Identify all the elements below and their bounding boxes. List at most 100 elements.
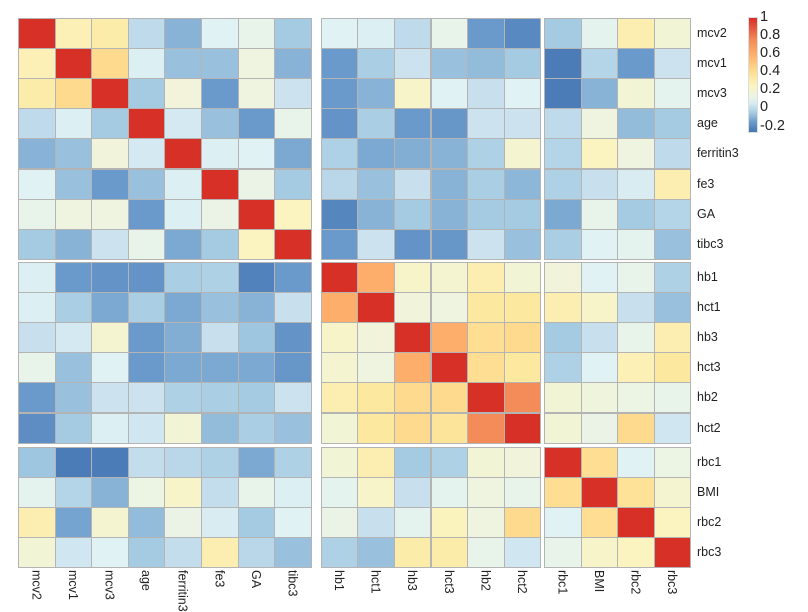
heatmap-cell-mcv2-mcv3 [91,18,129,50]
heatmap-cell-rbc1-hb3 [393,447,432,479]
heatmap-cell-hb1-rbc2 [617,262,655,294]
heatmap-cell-hb3-rbc1 [544,322,582,354]
heatmap-cell-hb3-rbc2 [617,322,655,354]
heatmap-cell-hct1-hb3 [393,292,432,324]
heatmap-cell-rbc1-GA [237,447,276,479]
heatmap-cell-tibc3-hb2 [467,228,505,260]
heatmap-cell-hct1-hct1 [357,292,395,324]
heatmap-cell-hb2-BMI [580,382,619,414]
heatmap-cell-rbc2-tibc3 [274,507,312,539]
heatmap-cell-BMI-rbc2 [617,477,655,509]
col-label-rbc3: rbc3 [665,570,680,595]
heatmap-cell-rbc3-hct3 [430,537,469,569]
heatmap-cell-hb3-hct3 [430,322,469,354]
heatmap-cell-tibc3-ferritin3 [164,228,202,260]
heatmap-cell-hct2-mcv1 [54,412,93,444]
heatmap-cell-rbc3-mcv3 [91,537,129,569]
row-label-mcv1: mcv1 [697,56,727,71]
heatmap-cell-rbc2-age [127,507,166,539]
heatmap-cell-hct3-GA [237,352,276,384]
heatmap-cell-age-mcv2 [18,108,56,140]
heatmap-cell-hb3-rbc3 [653,322,692,354]
heatmap-cell-rbc2-mcv2 [18,507,56,539]
heatmap-cell-mcv1-BMI [580,48,619,80]
heatmap-cell-mcv1-hct1 [357,48,395,80]
heatmap-cell-fe3-age [127,168,166,200]
heatmap-cell-hct2-fe3 [201,412,239,444]
heatmap-cell-GA-fe3 [201,198,239,230]
heatmap-cell-hb1-GA [237,262,276,294]
heatmap-cell-hb1-age [127,262,166,294]
heatmap-cell-mcv1-hct3 [430,48,469,80]
heatmap-cell-age-fe3 [201,108,239,140]
heatmap-cell-BMI-age [127,477,166,509]
heatmap-cell-mcv2-hb1 [320,18,359,50]
legend-tick-label: 0.2 [760,81,781,98]
heatmap-cell-GA-GA [237,198,276,230]
heatmap-cell-mcv2-rbc2 [617,18,655,50]
heatmap-cell-hb3-tibc3 [274,322,312,354]
heatmap-cell-hct1-mcv1 [54,292,93,324]
heatmap-cell-mcv2-ferritin3 [164,18,202,50]
heatmap-cell-hb3-GA [237,322,276,354]
heatmap-cell-hct3-age [127,352,166,384]
heatmap-cell-tibc3-rbc3 [653,228,692,260]
legend-tick-label: 0.6 [760,45,781,62]
heatmap-cell-age-mcv3 [91,108,129,140]
heatmap-cell-age-age [127,108,166,140]
heatmap-cell-tibc3-GA [237,228,276,260]
heatmap-cell-GA-mcv1 [54,198,93,230]
heatmap-cell-mcv2-GA [237,18,276,50]
heatmap-cell-hct3-rbc1 [544,352,582,384]
heatmap-cell-rbc1-hct3 [430,447,469,479]
heatmap-cell-rbc1-ferritin3 [164,447,202,479]
heatmap-cell-fe3-hct3 [430,168,469,200]
heatmap-cell-hb2-mcv2 [18,382,56,414]
row-label-hb1: hb1 [697,270,718,285]
heatmap-cell-age-ferritin3 [164,108,202,140]
heatmap-cell-hb3-BMI [580,322,619,354]
heatmap-cell-rbc1-mcv3 [91,447,129,479]
heatmap-cell-GA-rbc2 [617,198,655,230]
heatmap-cell-rbc2-mcv3 [91,507,129,539]
col-label-rbc2: rbc2 [628,570,643,595]
heatmap-cell-hb1-BMI [580,262,619,294]
heatmap-cell-fe3-ferritin3 [164,168,202,200]
col-label-GA: GA [248,570,263,589]
heatmap-cell-hb3-hct1 [357,322,395,354]
heatmap-cell-ferritin3-GA [237,138,276,170]
row-label-hb3: hb3 [697,330,718,345]
heatmap-cell-mcv1-mcv1 [54,48,93,80]
heatmap-cell-mcv1-rbc2 [617,48,655,80]
heatmap-cell-hb1-hct2 [503,262,542,294]
heatmap-cell-rbc1-age [127,447,166,479]
heatmap-cell-ferritin3-rbc1 [544,138,582,170]
heatmap-cell-tibc3-mcv2 [18,228,56,260]
heatmap-cell-hct3-hct3 [430,352,469,384]
heatmap-cell-tibc3-mcv1 [54,228,93,260]
heatmap-cell-hb2-tibc3 [274,382,312,414]
heatmap-cell-hb2-rbc3 [653,382,692,414]
heatmap-cell-fe3-GA [237,168,276,200]
heatmap-cell-hb2-rbc1 [544,382,582,414]
heatmap-cell-hct3-tibc3 [274,352,312,384]
heatmap-cell-hct3-mcv1 [54,352,93,384]
heatmap-cell-rbc3-rbc1 [544,537,582,569]
row-label-rbc3: rbc3 [697,545,722,560]
heatmap-cell-hct3-hb2 [467,352,505,384]
heatmap-cell-GA-hb1 [320,198,359,230]
heatmap-cell-mcv2-rbc3 [653,18,692,50]
heatmap-cell-mcv1-age [127,48,166,80]
heatmap-cell-mcv3-mcv3 [91,78,129,110]
heatmap-cell-mcv1-tibc3 [274,48,312,80]
heatmap-cell-rbc3-hb1 [320,537,359,569]
legend-tick-label: -0.2 [760,117,785,134]
heatmap-cell-hct3-hb1 [320,352,359,384]
heatmap-cell-BMI-mcv2 [18,477,56,509]
heatmap-cell-fe3-hct1 [357,168,395,200]
heatmap-cell-hb1-hb1 [320,262,359,294]
heatmap-cell-rbc3-ferritin3 [164,537,202,569]
heatmap-cell-fe3-hb2 [467,168,505,200]
heatmap-cell-mcv1-GA [237,48,276,80]
heatmap-cell-rbc3-hb2 [467,537,505,569]
